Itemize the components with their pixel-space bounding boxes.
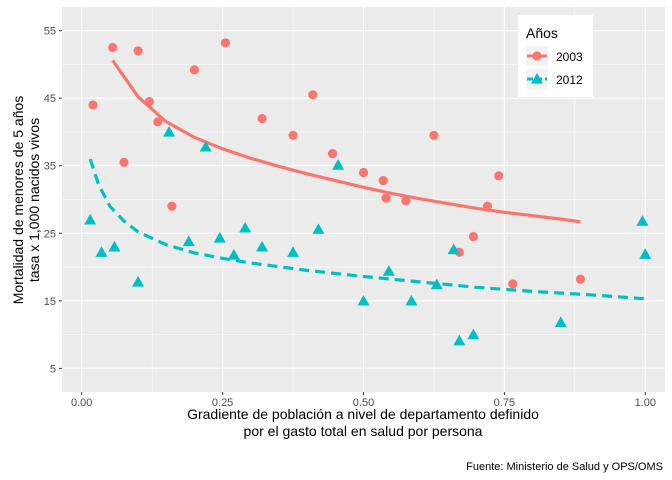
fit-lines: [88, 59, 646, 301]
point-2012: [453, 334, 466, 346]
point-2012: [239, 221, 252, 233]
point-2003: [189, 65, 200, 75]
point-2003: [257, 113, 267, 124]
y-tick-label: 35: [44, 161, 56, 173]
legend-title: Años: [526, 25, 558, 41]
point-2012: [636, 215, 649, 226]
fit-line-2012: [88, 158, 646, 301]
point-2003: [401, 196, 411, 206]
point-2012: [639, 248, 652, 259]
point-2012: [554, 316, 567, 328]
point-2012: [108, 240, 121, 252]
point-2003: [308, 90, 318, 100]
point-2003: [378, 175, 388, 186]
point-2012: [467, 328, 480, 340]
y-axis-title-line2: tasa x 1,000 nacidos vivos: [26, 118, 42, 282]
point-2012: [357, 294, 370, 306]
y-tick-label: 55: [44, 26, 56, 38]
point-2003: [508, 279, 518, 289]
x-axis-title-line1: Gradiente de población a nivel de depart…: [187, 406, 539, 422]
data-points: [84, 38, 652, 346]
y-axis-title-line1: Mortalidad de menores de 5 años: [10, 96, 26, 305]
point-2003: [288, 130, 298, 140]
x-tick-label: 0.75: [494, 397, 515, 409]
legend-marker-2003: [532, 51, 542, 61]
point-2012: [287, 246, 300, 257]
point-2003: [468, 232, 478, 242]
point-2012: [447, 243, 460, 255]
point-2003: [88, 100, 98, 110]
point-2012: [182, 235, 195, 247]
x-tick-label: 1.00: [635, 397, 656, 409]
y-tick-label: 15: [44, 296, 56, 308]
point-2012: [256, 240, 269, 252]
point-2012: [227, 248, 240, 260]
y-tick-label: 25: [44, 228, 56, 240]
x-tick-label: 0.50: [353, 397, 374, 409]
point-2012: [332, 159, 345, 170]
x-tick-label: 0.00: [71, 397, 92, 409]
point-2003: [327, 148, 338, 159]
point-2003: [358, 167, 369, 178]
legend-marker-2012: [531, 73, 543, 84]
point-2012: [405, 294, 418, 306]
axis-ticks: [59, 30, 646, 395]
point-2003: [119, 157, 129, 167]
point-2003: [494, 171, 504, 181]
point-2003: [144, 96, 154, 107]
y-tick-label: 5: [50, 363, 56, 375]
point-2003: [381, 193, 391, 203]
point-2012: [312, 223, 325, 234]
point-2012: [382, 265, 395, 276]
caption: Fuente: Ministerio de Salud y OPS/OMS: [466, 461, 663, 473]
point-2003: [153, 117, 163, 127]
fit-line-2003: [111, 59, 581, 224]
axis-tick-labels: 0.00 0.25 0.50 0.75 1.00 5 15 25 35 45 55: [44, 26, 656, 409]
legend-label-2003: 2003: [556, 50, 583, 64]
point-2003: [575, 274, 586, 284]
point-2003: [429, 130, 439, 140]
point-2003: [133, 46, 143, 56]
point-2012: [163, 125, 176, 137]
point-2012: [430, 278, 443, 290]
point-2012: [213, 232, 226, 243]
y-tick-label: 45: [44, 93, 56, 105]
x-tick-label: 0.25: [212, 397, 233, 409]
point-2012: [199, 140, 212, 152]
point-2003: [167, 201, 177, 211]
x-axis-title-line2: por el gasto total en salud por persona: [244, 423, 483, 439]
point-2003: [108, 42, 118, 53]
point-2012: [95, 246, 108, 257]
legend: Años 2003 2012: [518, 15, 593, 97]
legend-label-2012: 2012: [556, 73, 583, 87]
y-axis-title: Mortalidad de menores de 5 años tasa x 1…: [10, 96, 42, 305]
point-2012: [132, 275, 145, 287]
legend-keys: [527, 51, 547, 84]
point-2003: [220, 38, 231, 48]
point-2003: [482, 201, 493, 211]
point-2012: [84, 213, 97, 225]
